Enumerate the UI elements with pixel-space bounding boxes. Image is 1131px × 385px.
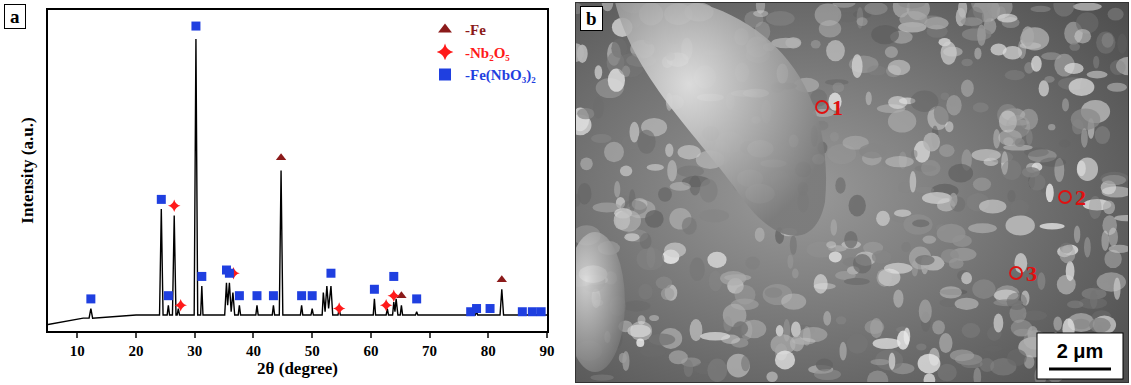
svg-text:3: 3 — [1026, 261, 1037, 286]
svg-text:-Fe(NbO₃)₂: -Fe(NbO₃)₂ — [465, 67, 536, 84]
svg-text:2θ (degree): 2θ (degree) — [257, 359, 338, 378]
svg-text:40: 40 — [246, 343, 261, 359]
svg-text:-Fe: -Fe — [465, 22, 486, 38]
svg-text:2 μm: 2 μm — [1057, 340, 1104, 362]
svg-text:10: 10 — [70, 343, 85, 359]
svg-text:50: 50 — [305, 343, 320, 359]
svg-text:Intensity (a.u.): Intensity (a.u.) — [18, 117, 37, 223]
html-text:b: b — [586, 8, 597, 29]
svg-text:60: 60 — [363, 343, 378, 359]
html-text:a: a — [10, 6, 20, 27]
svg-text:30: 30 — [187, 343, 202, 359]
svg-text:70: 70 — [422, 343, 437, 359]
svg-text:-Nb₂O₅: -Nb₂O₅ — [465, 45, 510, 61]
svg-text:90: 90 — [540, 343, 555, 359]
svg-text:80: 80 — [481, 343, 496, 359]
svg-text:20: 20 — [129, 343, 144, 359]
svg-text:1: 1 — [832, 95, 843, 120]
svg-text:2: 2 — [1075, 185, 1086, 210]
